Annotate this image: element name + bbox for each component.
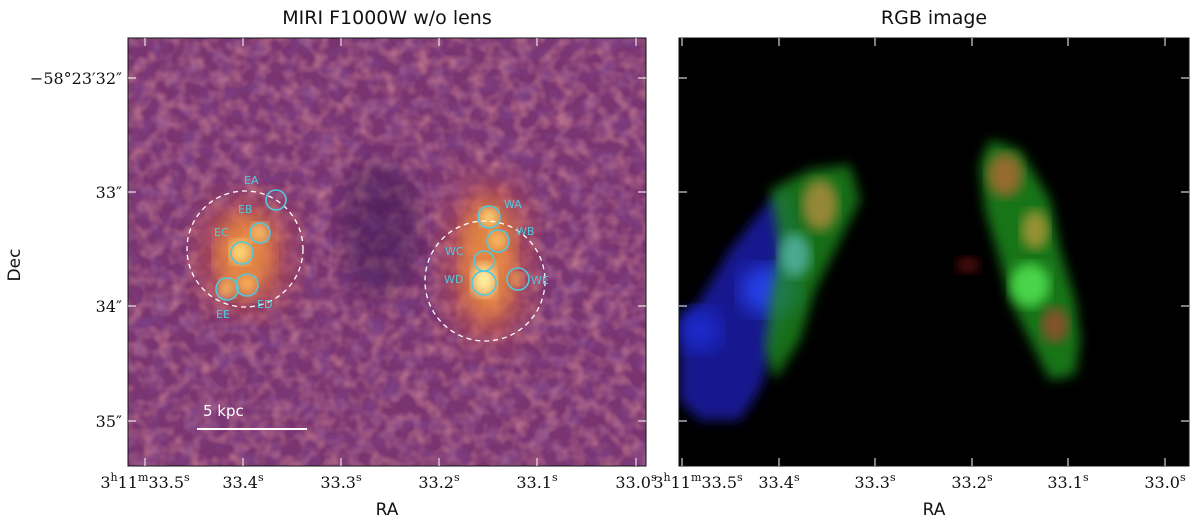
xtick-label-33.1-left: 33.1s bbox=[516, 471, 558, 492]
xtick-label-33.2-right: 33.2s bbox=[951, 471, 993, 492]
ytick-label-32: −58°23′32″ bbox=[30, 69, 122, 88]
xtick-label-33.3-left: 33.3s bbox=[320, 471, 362, 492]
right-panel-ticks bbox=[679, 38, 1189, 466]
xtick-label-33.1-right: 33.1s bbox=[1047, 471, 1089, 492]
clump-ec bbox=[230, 241, 254, 265]
east-aperture bbox=[186, 190, 304, 308]
clump-label-ee: EE bbox=[216, 308, 230, 321]
scale-bar-label: 5 kpc bbox=[203, 402, 244, 420]
clump-label-we: WE bbox=[531, 274, 549, 287]
clump-we bbox=[506, 267, 530, 291]
xtick-label-33.4-right: 33.4s bbox=[758, 471, 800, 492]
right-panel-title: RGB image bbox=[881, 7, 987, 29]
left-panel-frame bbox=[127, 37, 647, 467]
xtick-label-33.5-right: 3h11m33.5s bbox=[653, 471, 743, 492]
x-axis-label-left: RA bbox=[376, 500, 399, 520]
left-panel: MIRI F1000W w/o lens bbox=[5, 7, 657, 520]
clump-label-wc: WC bbox=[445, 245, 464, 258]
clump-label-wa: WA bbox=[504, 198, 522, 211]
clump-markers bbox=[215, 189, 530, 301]
xtick-label-33.3-right: 33.3s bbox=[854, 471, 896, 492]
clump-label-ea: EA bbox=[244, 174, 259, 187]
ytick-label-33: 33″ bbox=[96, 183, 122, 202]
clump-eb bbox=[249, 222, 271, 244]
right-panel: RGB image bbox=[653, 7, 1190, 520]
clump-wa bbox=[477, 205, 501, 229]
clump-label-ed: ED bbox=[257, 298, 272, 311]
clump-ea bbox=[265, 189, 287, 211]
left-panel-ticks bbox=[128, 38, 646, 466]
xtick-label-33.0-right: 33.0s bbox=[1144, 471, 1186, 492]
miri-image: EA EB EC ED EE WA WB WC WD WE 5 kpc bbox=[128, 38, 646, 466]
clump-wd bbox=[471, 270, 497, 296]
y-axis-label: Dec bbox=[5, 249, 25, 282]
right-panel-frame bbox=[678, 37, 1190, 467]
left-panel-title: MIRI F1000W w/o lens bbox=[282, 7, 491, 29]
ytick-label-34: 34″ bbox=[96, 297, 122, 316]
clump-label-eb: EB bbox=[238, 203, 253, 216]
clump-label-wb: WB bbox=[516, 225, 534, 238]
clump-label-ec: EC bbox=[214, 226, 229, 239]
xtick-label-33.2-left: 33.2s bbox=[418, 471, 460, 492]
x-axis-label-right: RA bbox=[923, 500, 946, 520]
west-aperture bbox=[424, 220, 546, 342]
clump-labels: EA EB EC ED EE WA WB WC WD WE bbox=[214, 174, 549, 321]
clump-label-wd: WD bbox=[444, 273, 463, 286]
ytick-label-35: 35″ bbox=[96, 412, 122, 431]
clump-ee bbox=[215, 277, 239, 301]
xtick-label-33.4-left: 33.4s bbox=[222, 471, 264, 492]
xtick-label-33.5-left: 3h11m33.5s bbox=[100, 471, 190, 492]
rgb-image bbox=[679, 38, 1189, 466]
xtick-label-33.0-left: 33.0s bbox=[615, 471, 657, 492]
clump-wb bbox=[486, 229, 510, 253]
clump-ed bbox=[235, 273, 259, 297]
